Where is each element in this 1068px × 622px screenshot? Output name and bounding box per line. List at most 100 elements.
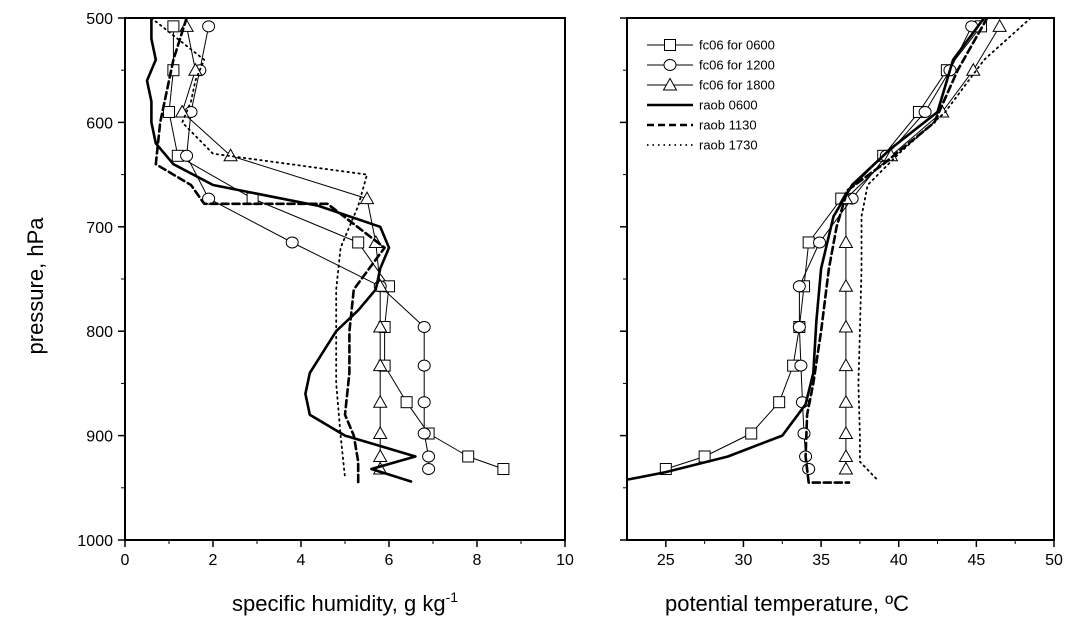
right-point-2-7: [838, 319, 854, 333]
left-x-tick-label: 4: [297, 552, 306, 569]
left-point-0-12: [497, 463, 510, 476]
legend-label: fc06 for 1200: [699, 58, 775, 73]
left-series-5: [150, 18, 368, 479]
left-point-2-7: [372, 319, 388, 333]
left-point-0-5: [352, 236, 365, 249]
left-y-tick-label: 600: [86, 115, 113, 132]
right-point-2-8: [838, 358, 854, 372]
left-x-axis-title: specific humidity, g kg-1: [232, 589, 458, 616]
legend-item: fc06 for 1800: [647, 77, 775, 93]
legend-swatch-marker: [664, 39, 676, 51]
right-series-line-5: [857, 18, 1032, 481]
left-x-tick-label: 0: [121, 552, 130, 569]
right-point-2-10: [838, 425, 854, 440]
left-x-tick-label: 2: [209, 552, 218, 569]
left-point-0-9: [400, 396, 413, 409]
left-series-line-3: [145, 18, 417, 483]
left-point-2-9: [372, 394, 388, 408]
left-y-tick-label: 500: [86, 11, 113, 28]
right-point-2-11: [838, 448, 854, 462]
right-point-2-5: [838, 234, 854, 248]
right-point-0-12: [659, 463, 672, 476]
right-series-line-3: [627, 18, 986, 481]
right-point-1-12: [802, 463, 816, 476]
left-series-line-5: [150, 18, 368, 479]
right-point-0-10: [745, 427, 758, 440]
left-y-tick-label: 900: [86, 429, 113, 446]
left-plot: 0 2 4 6 8 10 500 600 700 800 900 1000: [77, 11, 574, 569]
right-x-tick-label: 45: [967, 552, 985, 569]
right-point-2-6: [838, 278, 854, 292]
legend-swatch-marker: [663, 59, 677, 71]
left-x-tick-label: 10: [556, 552, 574, 569]
right-point-1-5: [813, 236, 827, 249]
right-series-group: [627, 18, 1032, 484]
left-y-tick-label: 1000: [77, 533, 113, 550]
right-point-1-8: [794, 359, 808, 372]
right-point-1-7: [792, 321, 806, 334]
left-series-3: [145, 18, 417, 483]
left-point-1-3: [180, 149, 194, 162]
right-series-5: [857, 18, 1032, 481]
right-x-tick-label: 25: [657, 552, 675, 569]
left-series-group: [145, 18, 510, 484]
left-point-1-8: [417, 359, 431, 372]
left-point-1-12: [422, 463, 436, 476]
left-series-2: [174, 18, 388, 475]
right-x-axis-title: potential temperature, ºC: [665, 591, 909, 616]
left-point-2-11: [372, 448, 388, 462]
right-series-line-0: [665, 25, 982, 470]
left-point-0-2: [163, 105, 175, 118]
left-series-0: [163, 20, 510, 476]
right-point-0-9: [773, 396, 786, 409]
right-point-1-2: [918, 105, 932, 118]
left-point-2-2: [174, 104, 190, 118]
left-point-2-8: [372, 358, 388, 372]
legend-label: raob 1130: [699, 118, 757, 133]
right-point-1-6: [792, 280, 806, 293]
legend-item: fc06 for 0600: [647, 38, 775, 53]
legend-label: fc06 for 0600: [699, 38, 775, 53]
left-plot-frame: [124, 17, 566, 541]
legend-item: fc06 for 1200: [647, 58, 775, 73]
left-point-1-9: [417, 396, 431, 409]
y-axis-title: pressure, hPa: [23, 217, 48, 355]
left-point-2-4: [359, 191, 375, 205]
left-point-1-7: [417, 321, 431, 334]
right-point-2-0: [992, 18, 1008, 32]
left-y-tick-label: 700: [86, 220, 113, 237]
left-x-tick-label: 6: [385, 552, 394, 569]
left-point-1-5: [285, 236, 299, 249]
left-series-1: [180, 20, 436, 476]
legend-label: raob 0600: [699, 98, 758, 113]
left-series-line-0: [168, 25, 504, 470]
legend-label: fc06 for 1800: [699, 78, 775, 93]
left-point-1-4: [202, 192, 216, 205]
right-series-line-2: [845, 25, 1001, 470]
right-x-tick-label: 50: [1045, 552, 1063, 569]
left-point-2-10: [372, 425, 388, 440]
left-point-1-0: [202, 20, 216, 33]
left-series-line-2: [181, 25, 381, 470]
legend-item: raob 1130: [647, 118, 757, 133]
right-point-1-10: [797, 427, 811, 440]
left-point-1-11: [422, 450, 436, 463]
right-point-2-1: [965, 62, 981, 76]
right-series-3: [627, 18, 986, 481]
legend-item: raob 0600: [647, 98, 758, 113]
right-series-2: [838, 18, 1008, 475]
left-x-axis-title-main: specific humidity, g kg: [232, 591, 446, 616]
right-point-2-12: [838, 461, 854, 475]
left-x-tick-label: 8: [473, 552, 482, 569]
legend-swatch-marker: [662, 77, 678, 91]
legend-item: raob 1730: [647, 138, 758, 153]
legend: fc06 for 0600 fc06 for 1200 fc06 for 1800 r…: [647, 38, 775, 153]
left-point-0-0: [167, 20, 180, 33]
legend-label: raob 1730: [699, 138, 758, 153]
left-point-1-10: [417, 427, 431, 440]
right-point-0-5: [802, 236, 815, 249]
right-x-tick-label: 35: [812, 552, 830, 569]
right-x-tick-label: 40: [890, 552, 908, 569]
